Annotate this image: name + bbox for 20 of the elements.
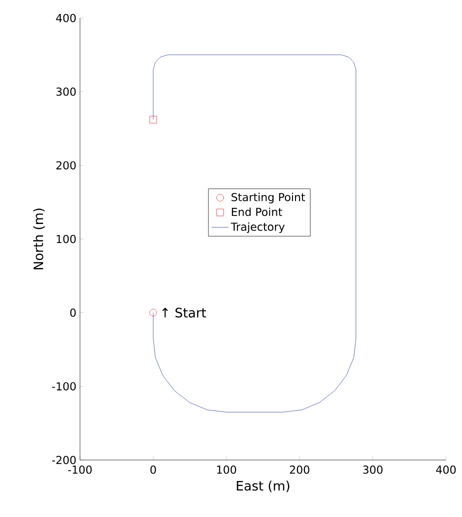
- annotation: ↑ Start: [162, 308, 206, 318]
- x-tick-label: 0: [150, 466, 156, 474]
- x-tick-label: 100: [217, 466, 236, 474]
- x-tick-label: 300: [363, 466, 383, 474]
- legend-label: Starting Point: [232, 192, 306, 204]
- y-tick-label: 400: [56, 14, 76, 22]
- y-tick-label: 100: [56, 234, 76, 244]
- x-tick-label: -100: [68, 466, 92, 474]
- y-axis-title: North (m): [33, 208, 45, 270]
- y-tick-label: -100: [52, 382, 76, 390]
- legend-label: Trajectory: [230, 222, 285, 233]
- x-tick-label: 200: [290, 466, 310, 474]
- y-tick-label: 200: [56, 161, 76, 170]
- y-tick-label: -200: [52, 456, 76, 464]
- line-series: [153, 54, 356, 412]
- y-tick-label: 0: [70, 308, 76, 317]
- legend-label: End Point: [232, 208, 282, 216]
- x-axis-title: East (m): [236, 480, 290, 492]
- y-tick-label: 300: [56, 88, 76, 96]
- x-tick-label: 400: [436, 466, 456, 474]
